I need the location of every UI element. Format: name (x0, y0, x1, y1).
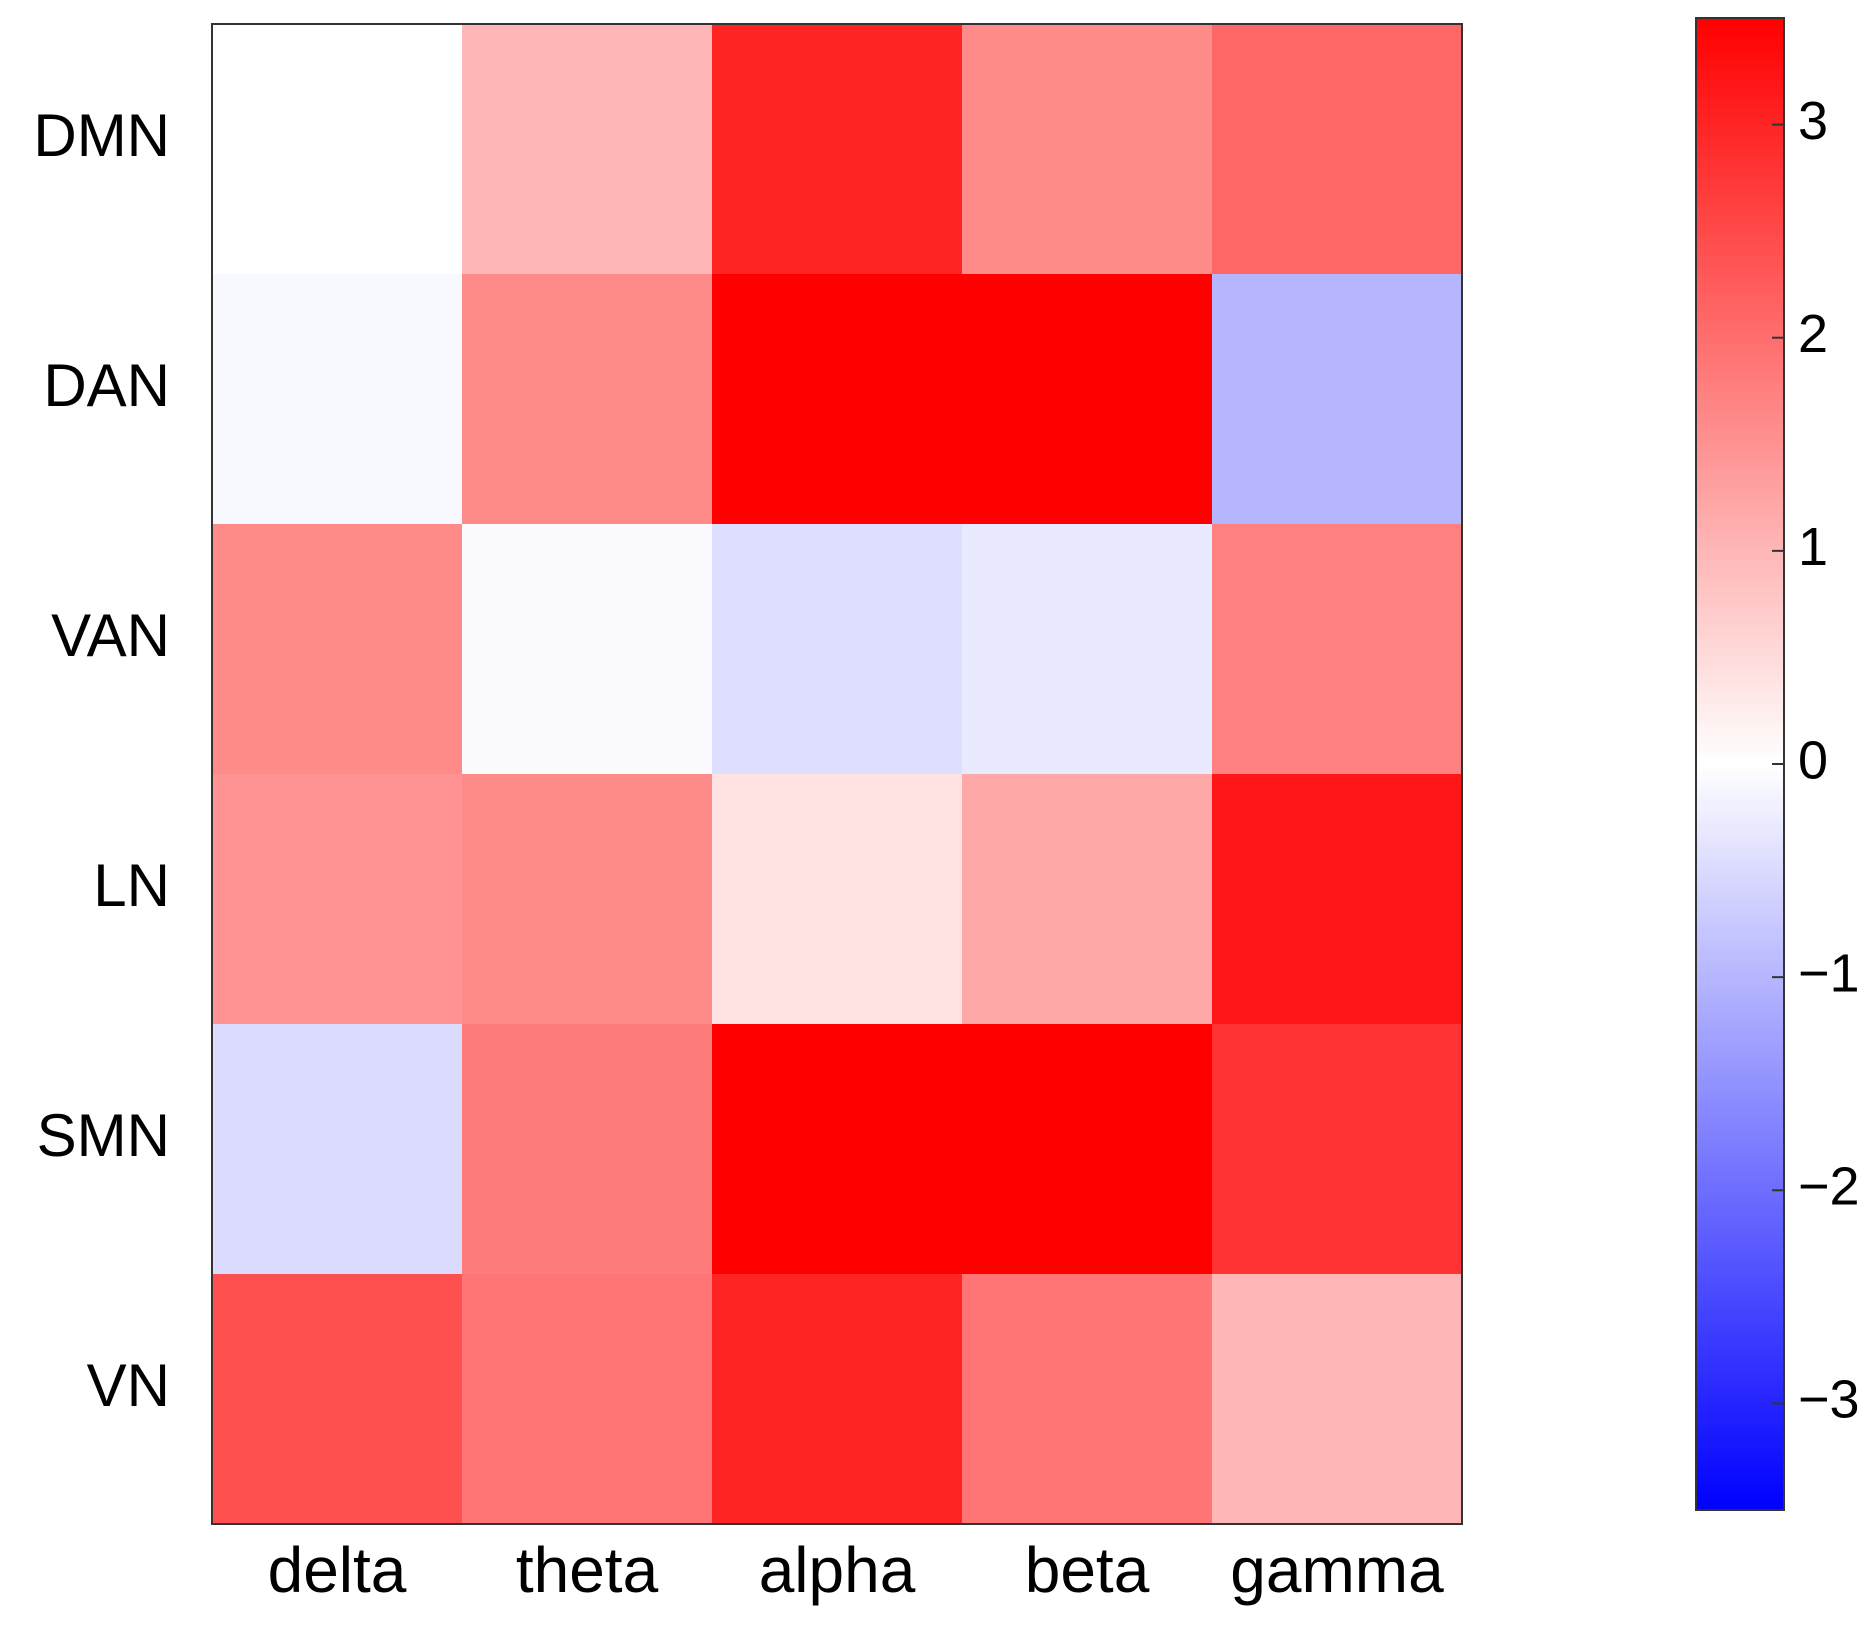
heatmap-cell-smn-gamma (1212, 1024, 1463, 1275)
plot-frame (211, 23, 1463, 1525)
heatmap-cell-van-beta (962, 524, 1213, 775)
y-axis-tick-labels: DMN DAN VAN LN SMN VN (33, 102, 170, 1419)
heatmap-cell-ln-delta (212, 774, 463, 1025)
heatmap-cell-ln-gamma (1212, 774, 1463, 1025)
y-tick-label: LN (93, 852, 170, 919)
heatmap-cell-van-theta (462, 524, 713, 775)
heatmap-cell-vn-delta (212, 1274, 463, 1525)
heatmap-cells (212, 24, 1463, 1525)
y-tick-label: DMN (33, 102, 170, 169)
heatmap-cell-smn-theta (462, 1024, 713, 1275)
colorbar-tick-label: 1 (1798, 517, 1828, 577)
x-tick-label: gamma (1230, 1534, 1444, 1606)
heatmap-cell-van-gamma (1212, 524, 1463, 775)
colorbar-gradient (1695, 17, 1785, 1511)
heatmap-cell-smn-delta (212, 1024, 463, 1275)
colorbar-tick-label: −3 (1798, 1370, 1860, 1430)
heatmap-cell-dan-alpha (712, 274, 963, 525)
x-axis-tick-labels: delta theta alpha beta gamma (268, 1534, 1445, 1606)
colorbar-ticks (1772, 123, 1784, 1405)
heatmap-cell-dan-delta (212, 274, 463, 525)
colorbar-tick-label: 0 (1798, 730, 1828, 790)
colorbar-tick-label: −1 (1798, 943, 1860, 1003)
colorbar-tick-label: 2 (1798, 304, 1828, 364)
colorbar-tick-labels: 3 2 1 0 −1 −2 −3 (1798, 91, 1860, 1430)
colorbar-tick-label: −2 (1798, 1157, 1860, 1217)
heatmap-cell-van-delta (212, 524, 463, 775)
y-tick-label: DAN (43, 352, 170, 419)
heatmap-cell-vn-alpha (712, 1274, 963, 1525)
x-tick-label: theta (516, 1534, 659, 1606)
heatmap-cell-dan-gamma (1212, 274, 1463, 525)
y-tick-label: SMN (37, 1102, 170, 1169)
heatmap-cell-vn-gamma (1212, 1274, 1463, 1525)
x-tick-label: delta (268, 1534, 407, 1606)
heatmap-cell-ln-beta (962, 774, 1213, 1025)
heatmap-cell-dmn-delta (212, 24, 463, 275)
heatmap-cell-smn-beta (962, 1024, 1213, 1275)
heatmap-cell-dmn-beta (962, 24, 1213, 275)
colorbar: 3 2 1 0 −1 −2 −3 (1695, 17, 1860, 1511)
y-tick-label: VN (87, 1352, 170, 1419)
heatmap-cell-dmn-theta (462, 24, 713, 275)
heatmap-cell-vn-theta (462, 1274, 713, 1525)
heatmap-cell-vn-beta (962, 1274, 1213, 1525)
heatmap-cell-smn-alpha (712, 1024, 963, 1275)
heatmap-cell-ln-theta (462, 774, 713, 1025)
heatmap-cell-van-alpha (712, 524, 963, 775)
x-tick-label: beta (1025, 1534, 1150, 1606)
heatmap-cell-ln-alpha (712, 774, 963, 1025)
x-tick-label: alpha (759, 1534, 916, 1606)
heatmap-cell-dan-theta (462, 274, 713, 525)
colorbar-tick-label: 3 (1798, 91, 1828, 151)
heatmap-cell-dmn-gamma (1212, 24, 1463, 275)
heatmap-cell-dan-beta (962, 274, 1213, 525)
heatmap-cell-dmn-alpha (712, 24, 963, 275)
y-tick-label: VAN (51, 602, 170, 669)
